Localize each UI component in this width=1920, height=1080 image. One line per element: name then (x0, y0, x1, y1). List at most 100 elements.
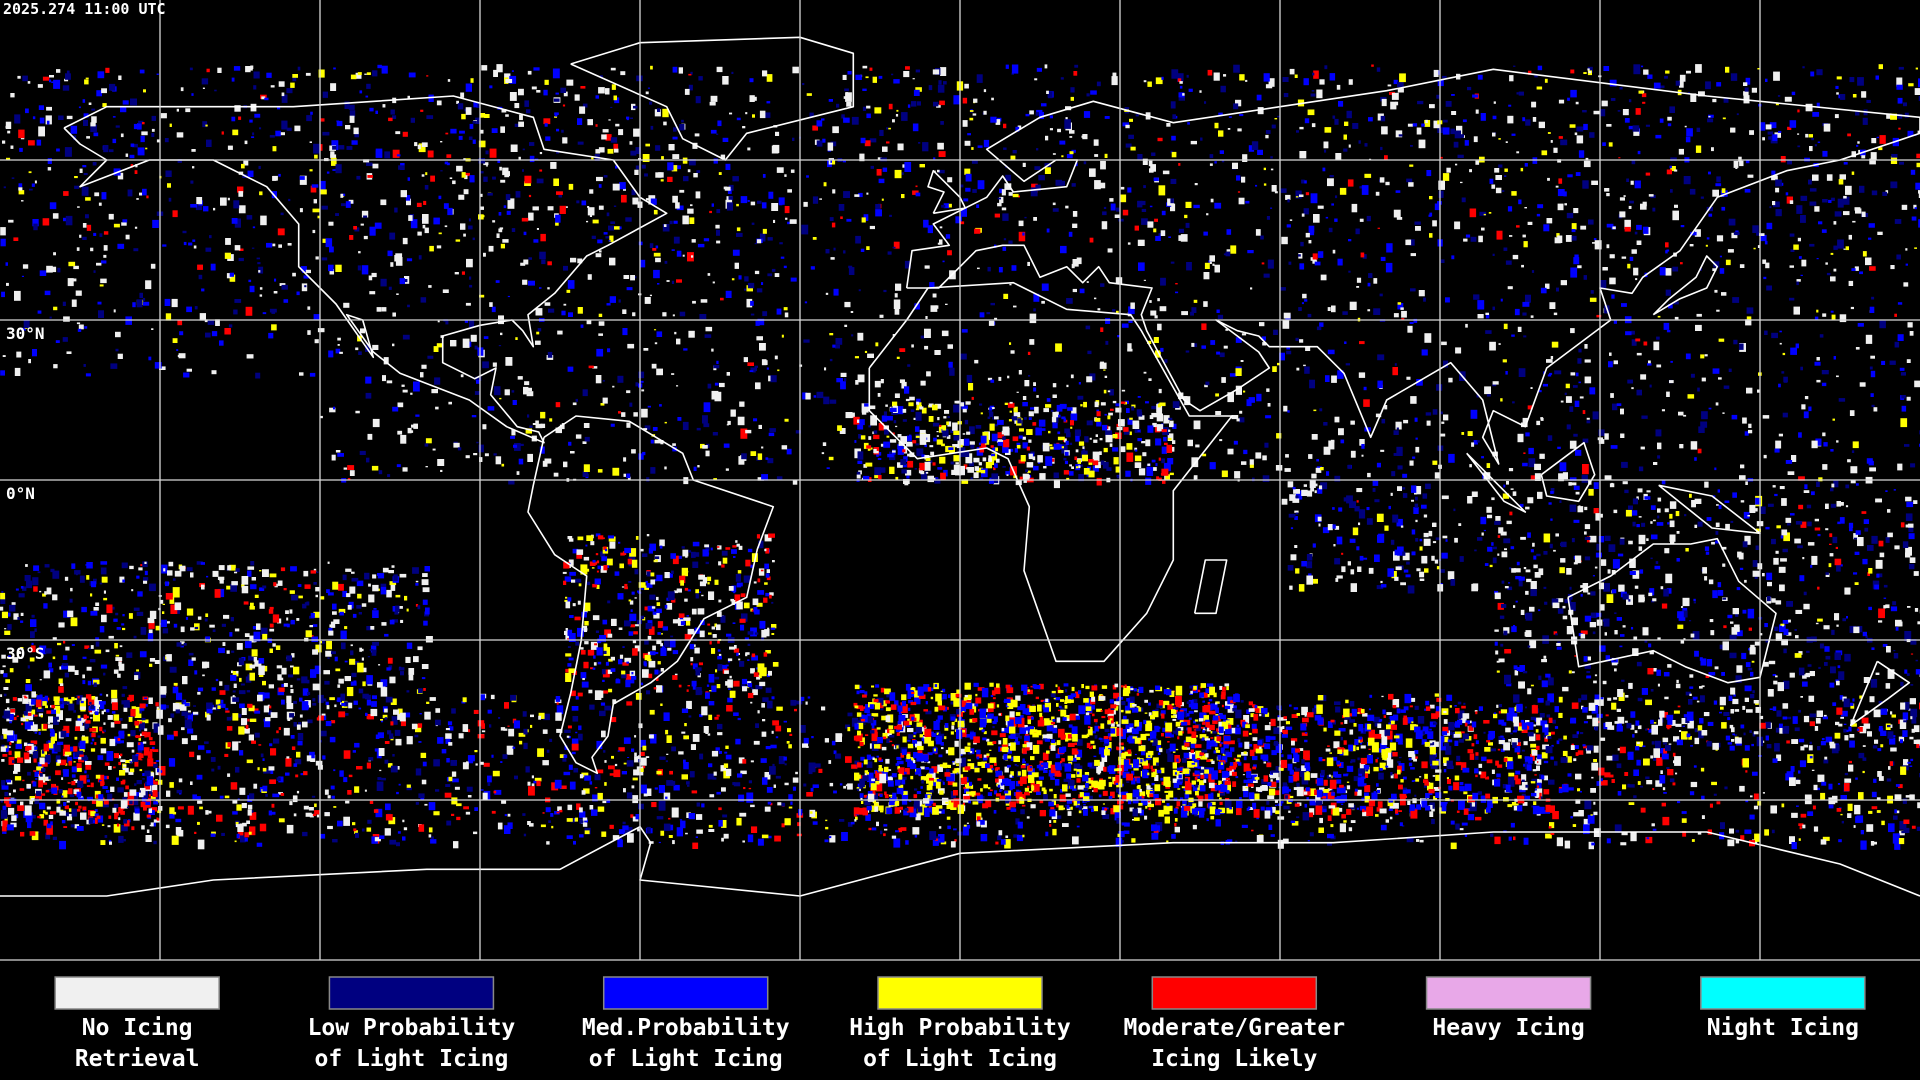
icing-pixel (232, 713, 239, 721)
icing-pixel (1868, 237, 1872, 240)
icing-pixel (462, 338, 470, 348)
icing-pixel (1722, 412, 1725, 414)
icing-pixel (1433, 120, 1440, 129)
icing-pixel (378, 470, 383, 475)
icing-pixel (32, 116, 36, 120)
icing-pixel (1352, 123, 1359, 129)
icing-pixel (1235, 385, 1242, 395)
icing-pixel (410, 117, 415, 123)
icing-pixel (502, 167, 509, 176)
icing-pixel (1150, 310, 1157, 316)
icing-pixel (370, 645, 377, 653)
icing-pixel (1271, 185, 1277, 192)
icing-pixel (749, 370, 754, 373)
icing-pixel (1769, 122, 1777, 129)
icing-pixel (626, 473, 631, 479)
icing-pixel (192, 239, 196, 242)
icing-pixel (199, 313, 206, 321)
icing-pixel (29, 188, 33, 191)
icing-pixel (122, 579, 125, 583)
icing-pixel (1240, 700, 1244, 703)
icing-pixel (1636, 524, 1640, 528)
icing-pixel (509, 75, 517, 84)
icing-pixel (1565, 235, 1572, 242)
icing-pixel (293, 700, 297, 704)
icing-pixel (36, 695, 43, 701)
icing-pixel (1483, 472, 1491, 480)
icing-pixel (1709, 803, 1713, 808)
icing-pixel (227, 197, 230, 201)
icing-pixel (106, 604, 113, 614)
icing-pixel (380, 687, 388, 697)
icing-pixel (767, 237, 773, 241)
icing-pixel (821, 452, 825, 455)
icing-pixel (1034, 78, 1038, 81)
icing-pixel (149, 663, 153, 667)
icing-pixel (202, 674, 205, 677)
icing-pixel (816, 140, 823, 147)
icing-pixel (1097, 308, 1101, 311)
icing-pixel (209, 235, 212, 239)
icing-pixel (194, 623, 200, 631)
icing-pixel (1720, 190, 1728, 197)
icing-pixel (303, 275, 309, 279)
icing-pixel (1, 291, 6, 298)
icing-pixel (75, 720, 83, 729)
icing-pixel (1191, 342, 1195, 347)
icing-pixel (145, 280, 152, 290)
icing-pixel (1675, 80, 1680, 86)
icing-pixel (1752, 560, 1758, 567)
icing-pixel (652, 248, 657, 251)
icing-pixel (1347, 561, 1351, 566)
icing-pixel (959, 184, 964, 188)
icing-pixel (184, 714, 188, 719)
icing-pixel (485, 165, 488, 167)
icing-pixel (848, 265, 853, 269)
icing-pixel (1893, 815, 1898, 820)
icing-pixel (421, 664, 429, 669)
icing-pixel (1744, 87, 1749, 92)
icing-pixel (154, 362, 162, 369)
icing-pixel (191, 93, 194, 96)
icing-pixel (121, 693, 125, 697)
icing-pixel (972, 189, 977, 193)
icing-pixel (1746, 316, 1752, 320)
icing-pixel (1723, 712, 1730, 716)
icing-pixel (319, 180, 326, 190)
icing-pixel (695, 191, 701, 199)
icing-pixel (380, 583, 387, 587)
icing-pixel (1141, 208, 1147, 212)
icing-pixel (1851, 450, 1855, 453)
icing-pixel (1128, 134, 1134, 139)
icing-pixel (662, 312, 667, 317)
icing-pixel (327, 592, 334, 596)
icing-pixel (1742, 417, 1747, 424)
icing-pixel (1575, 799, 1581, 804)
icing-pixel (1510, 822, 1515, 828)
icing-pixel (1586, 417, 1590, 420)
icing-pixel (630, 150, 637, 156)
icing-pixel (191, 149, 196, 152)
icing-pixel (1402, 473, 1408, 478)
icing-pixel (1913, 571, 1919, 576)
icing-pixel (1789, 200, 1794, 204)
icing-pixel (478, 158, 486, 164)
icing-pixel (479, 457, 483, 462)
icing-pixel (408, 215, 413, 221)
icing-pixel (584, 436, 590, 442)
icing-pixel (1204, 101, 1207, 104)
icing-pixel (459, 130, 465, 134)
icing-pixel (1577, 506, 1584, 513)
icing-pixel (30, 619, 37, 627)
icing-pixel (238, 116, 242, 120)
icing-pixel (1346, 495, 1353, 504)
icing-pixel (1087, 350, 1092, 355)
icing-pixel (536, 178, 544, 184)
icing-pixel (1359, 186, 1364, 189)
icing-pixel (482, 215, 485, 218)
icing-pixel (1655, 134, 1662, 139)
icing-pixel (6, 282, 9, 286)
icing-pixel (231, 116, 236, 122)
icing-pixel (1900, 418, 1908, 428)
icing-pixel (1597, 697, 1604, 706)
